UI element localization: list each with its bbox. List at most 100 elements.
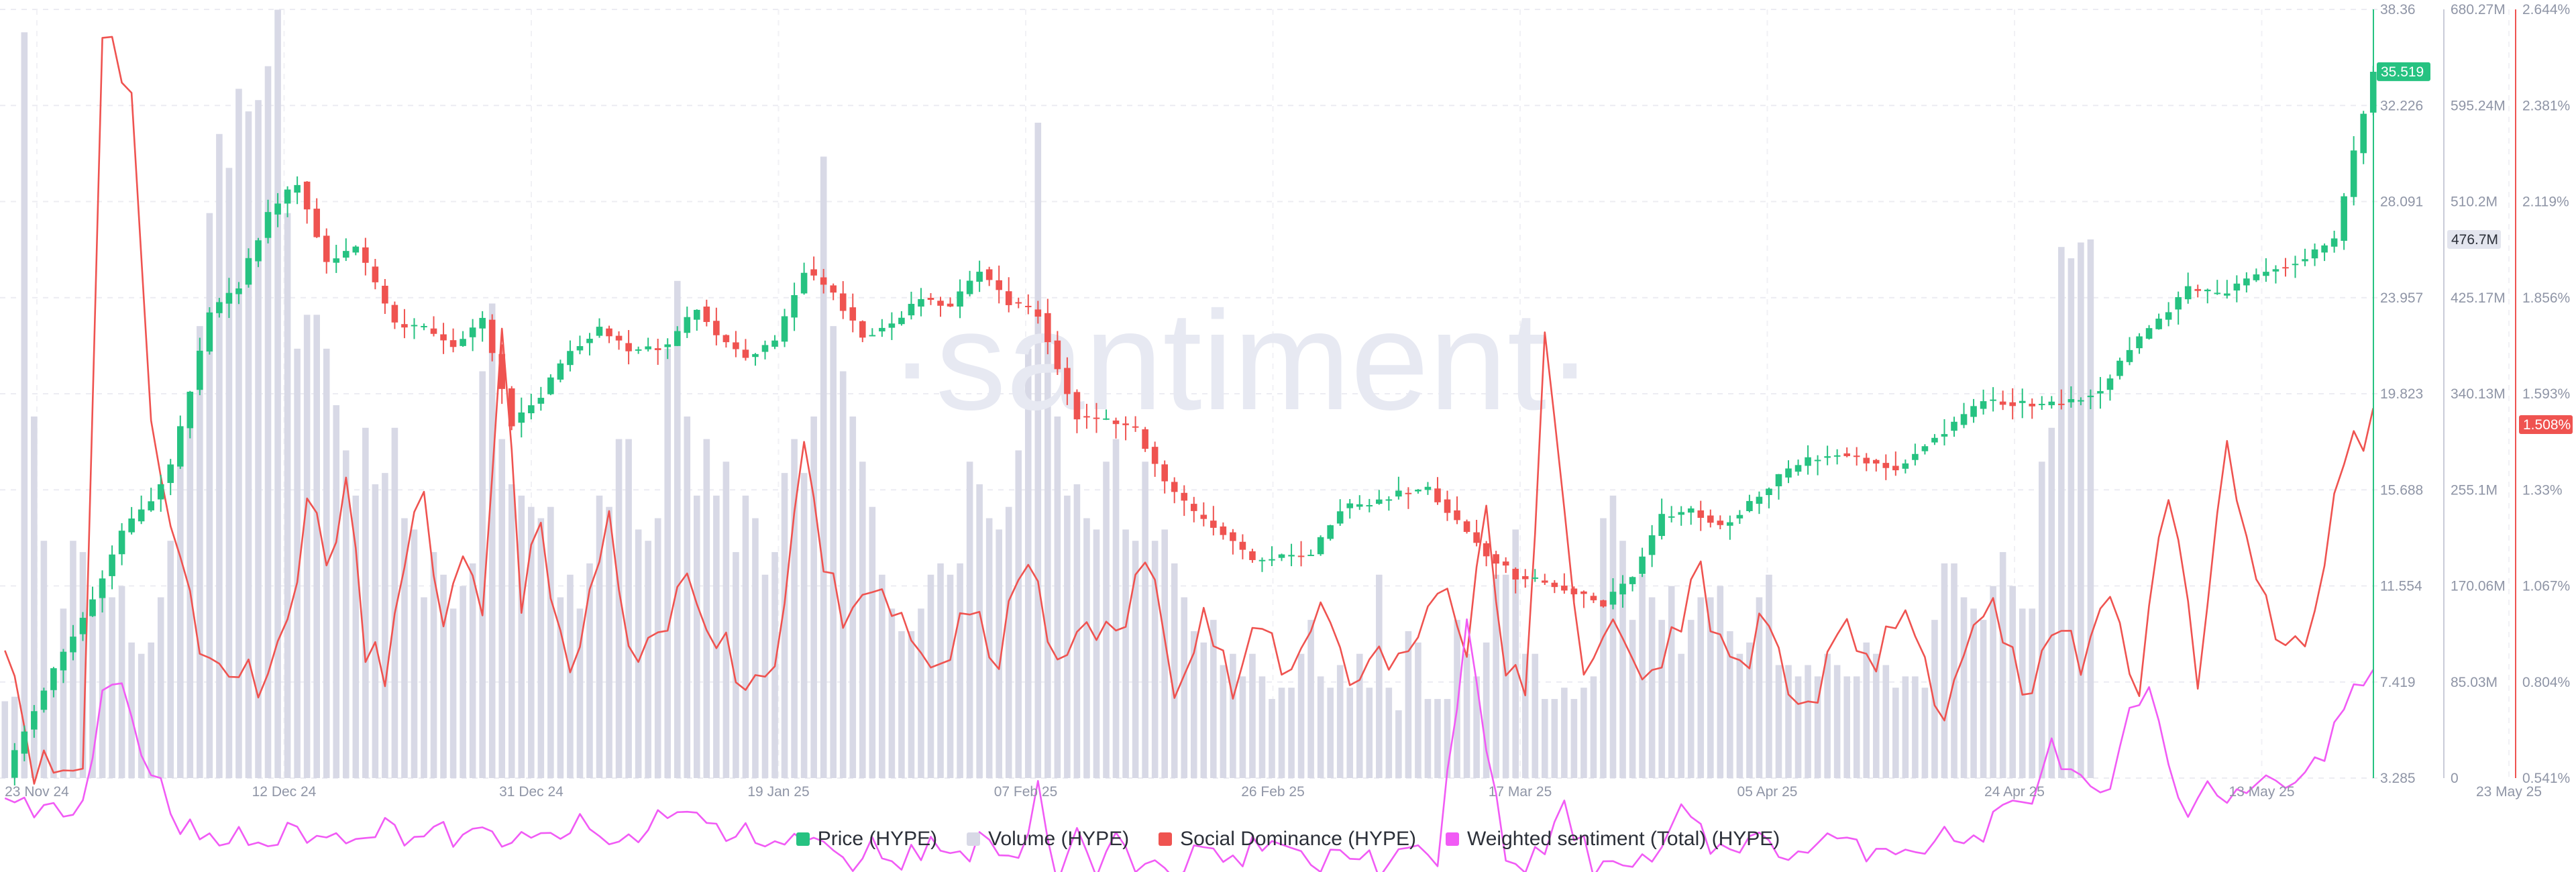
price-candle <box>421 325 427 327</box>
price-candle <box>2184 286 2192 300</box>
price-candle <box>469 327 476 337</box>
volume-bar <box>947 574 954 778</box>
price-candle <box>1512 569 1519 580</box>
volume-bar <box>830 326 837 778</box>
volume-bar <box>752 518 759 778</box>
price-candle <box>508 388 515 427</box>
volume-bar <box>235 89 242 778</box>
price-candle <box>323 235 330 262</box>
legend-item-social-dominance[interactable]: Social Dominance (HYPE) <box>1159 828 1416 851</box>
price-candle <box>60 651 67 671</box>
price-candle <box>1580 591 1587 594</box>
current-value-badge <box>2447 229 2501 249</box>
volume-bar <box>1678 653 1684 778</box>
price-candle <box>1912 453 1919 460</box>
price-candle <box>1629 577 1636 584</box>
volume-bar <box>1561 688 1568 778</box>
price-candle <box>31 711 38 730</box>
price-candle <box>722 335 730 343</box>
price-candle <box>1882 463 1890 468</box>
price-candle <box>859 321 866 338</box>
volume-bar <box>606 506 612 778</box>
price-candle <box>2224 293 2231 296</box>
legend-item-volume[interactable]: Volume (HYPE) <box>967 828 1129 851</box>
volume-bar <box>1034 122 1042 779</box>
price-candle <box>1678 512 1684 515</box>
axis-tick-volume: 680.27M <box>2451 2 2506 17</box>
volume-bar <box>1064 495 1071 778</box>
price-candle <box>1181 492 1188 501</box>
volume-bar <box>596 495 603 778</box>
price-candle <box>1951 421 1957 431</box>
volume-bar <box>1415 642 1421 778</box>
volume-bar <box>1727 631 1733 778</box>
price-candle <box>1434 488 1441 502</box>
volume-bar <box>1405 631 1412 778</box>
volume-bar <box>879 574 885 778</box>
price-candle <box>11 750 18 778</box>
price-candle <box>1493 554 1499 564</box>
price-candle <box>157 484 164 500</box>
price-candle <box>557 363 564 380</box>
volume-bar <box>1112 439 1120 778</box>
price-candle <box>1142 429 1148 449</box>
axis-tick-price: 7.419 <box>2380 675 2416 690</box>
volume-bar <box>1990 586 1996 778</box>
price-candle <box>654 348 661 350</box>
price-candle <box>1132 426 1139 428</box>
volume-bar <box>469 563 476 778</box>
price-candle <box>362 247 369 263</box>
price-candle <box>694 309 700 320</box>
price-candle <box>625 343 632 351</box>
volume-bar <box>362 427 369 778</box>
volume-bar <box>1093 529 1100 778</box>
price-candle <box>1385 499 1393 501</box>
price-candle <box>1766 488 1772 496</box>
price-candle <box>2087 395 2094 398</box>
volume-bar <box>264 66 272 778</box>
price-candle <box>1122 423 1129 425</box>
volume-bar <box>1717 586 1724 778</box>
volume-bar <box>99 586 106 778</box>
volume-bar <box>713 495 720 778</box>
price-candle <box>800 272 808 294</box>
volume-bar <box>1882 665 1890 778</box>
price-candle <box>1990 399 1996 401</box>
volume-bar <box>1805 665 1811 778</box>
legend-item-price[interactable]: Price (HYPE) <box>796 828 937 851</box>
volume-bar <box>1697 597 1705 778</box>
price-candle <box>2009 402 2016 406</box>
volume-bar <box>615 439 623 778</box>
price-candle <box>1668 516 1675 518</box>
axis-tick-volume: 510.2M <box>2451 195 2498 210</box>
price-candle <box>2097 391 2104 394</box>
volume-bar <box>1766 574 1772 778</box>
volume-bar <box>586 563 593 778</box>
volume-bar <box>1463 653 1470 778</box>
volume-bar <box>567 574 574 778</box>
volume-bar <box>547 506 554 778</box>
price-candle <box>128 518 135 533</box>
volume-bar <box>1902 676 1909 778</box>
axes: 38.36 32.226 28.091 23.957 19.823 15.688 11.55… <box>5 2 2573 800</box>
price-candle <box>1230 532 1236 541</box>
price-candle <box>733 342 739 349</box>
price-candle <box>2321 245 2328 253</box>
price-candle <box>1658 514 1665 537</box>
price-candle <box>1278 554 1285 558</box>
volume-bar <box>1609 495 1617 778</box>
price-candle <box>1190 504 1197 511</box>
axis-tick-price: 15.688 <box>2380 482 2423 498</box>
price-candle <box>908 303 915 316</box>
weighted-sentiment-series <box>4 618 2374 872</box>
price-candle <box>382 286 388 304</box>
price-candle <box>518 412 525 423</box>
price-candle <box>1590 596 1597 600</box>
price-candle <box>2204 289 2211 292</box>
volume-bar <box>2078 242 2084 778</box>
volume-bar <box>1307 620 1314 778</box>
price-candle <box>2048 401 2055 406</box>
legend-item-weighted-sentiment[interactable]: Weighted sentiment (Total) (HYPE) <box>1445 828 1780 851</box>
volume-bar <box>1376 574 1383 778</box>
axis-tick-social-dominance: 2.381% <box>2522 98 2570 113</box>
